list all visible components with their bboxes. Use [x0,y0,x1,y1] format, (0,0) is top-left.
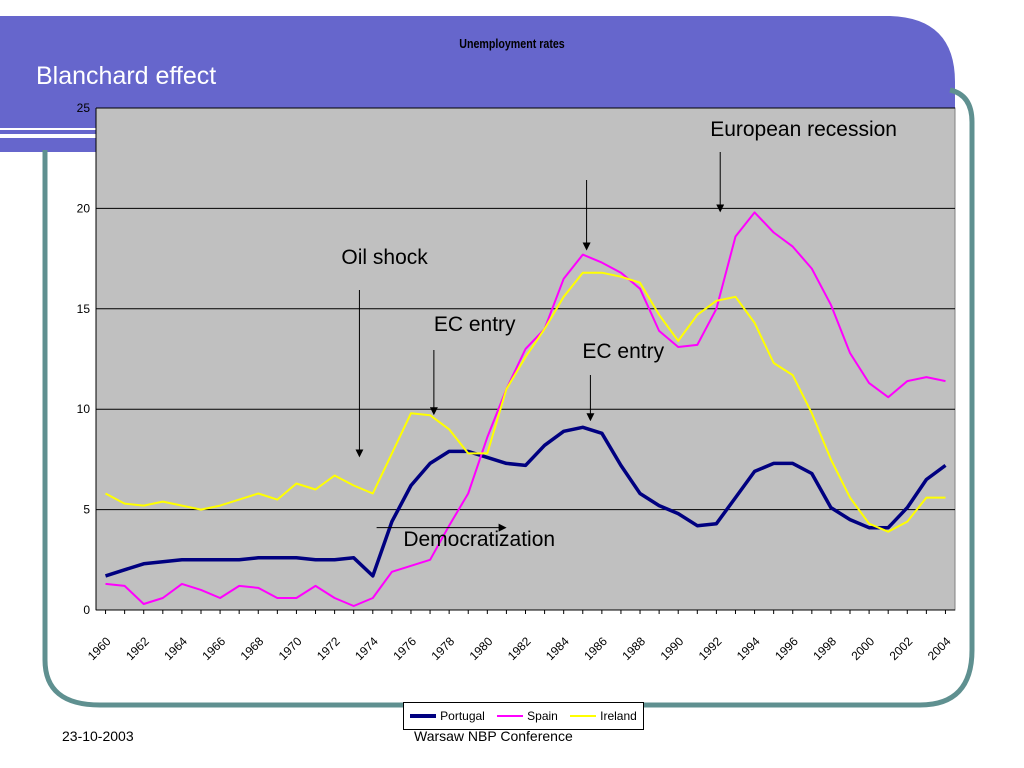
legend-item-portugal: Portugal [410,709,485,723]
annotation-democratization: Democratization [403,528,555,551]
legend-item-ireland: Ireland [570,709,637,723]
x-tick-label: 1984 [543,634,572,663]
x-tick-label: 2002 [887,634,916,663]
gridlines [96,107,955,511]
x-tick-label: 1992 [696,634,725,663]
x-tick-label: 1962 [123,634,152,663]
x-tick-label: 1986 [581,634,610,663]
series-line-ireland [105,271,946,533]
x-tick-label: 2000 [848,634,877,663]
legend-label-spain: Spain [527,709,558,723]
x-tick-label: 1960 [85,634,114,663]
annotation-european-recession: European recession [710,118,897,141]
x-tick-label: 1968 [238,634,267,663]
x-tick-label: 1988 [619,634,648,663]
legend-swatch-portugal [410,714,437,718]
x-axis: 1960 1962 1964 1966 1968 1970 1972 1974 1976 1978… [85,610,954,663]
series-lines [104,211,947,607]
legend-swatch-spain [497,715,524,717]
annotation-ec-entry-iberia: EC entry [582,340,664,363]
annotation-oil-shock: Oil shock [341,246,428,269]
x-tick-label: 1972 [314,634,343,663]
x-tick-label: 2004 [925,634,954,663]
x-tick-label: 1996 [772,634,801,663]
legend-item-spain: Spain [497,709,558,723]
x-tick-label: 1994 [734,634,763,663]
y-tick-label: 0 [83,603,90,617]
x-tick-label: 1978 [428,634,457,663]
legend-swatch-ireland [570,715,597,717]
y-tick-label: 25 [77,101,91,115]
x-tick-label: 1990 [658,634,687,663]
legend-label-ireland: Ireland [600,709,637,723]
header-stripe [0,130,96,134]
frame-border [42,87,975,708]
header-band [0,16,955,128]
series-line-spain [105,211,946,607]
y-tick-label: 5 [83,503,90,517]
x-tick-label: 1980 [467,634,496,663]
header-stripe-2 [0,138,96,152]
annotation-ec-entry-ireland: EC entry [434,313,516,336]
x-tick-label: 1974 [352,634,381,663]
y-tick-label: 10 [77,402,91,416]
legend-label-portugal: Portugal [440,709,485,723]
x-tick-label: 1966 [199,634,228,663]
x-tick-label: 1970 [276,634,305,663]
x-tick-label: 1976 [390,634,419,663]
slide-title: Blanchard effect [36,62,217,90]
y-tick-label: 15 [77,302,91,316]
x-tick-label: 1964 [161,634,190,663]
annotations: European recession Oil shock EC entry EC en… [341,118,897,551]
footer-conference: Warsaw NBP Conference [414,728,573,744]
chart-title: Unemployment rates [459,36,565,51]
x-tick-label: 1998 [810,634,839,663]
x-tick-label: 1982 [505,634,534,663]
series-line-portugal [104,425,947,578]
y-tick-label: 20 [77,201,91,215]
legend: Portugal Spain Ireland [403,702,644,730]
footer-date: 23-10-2003 [62,728,134,744]
